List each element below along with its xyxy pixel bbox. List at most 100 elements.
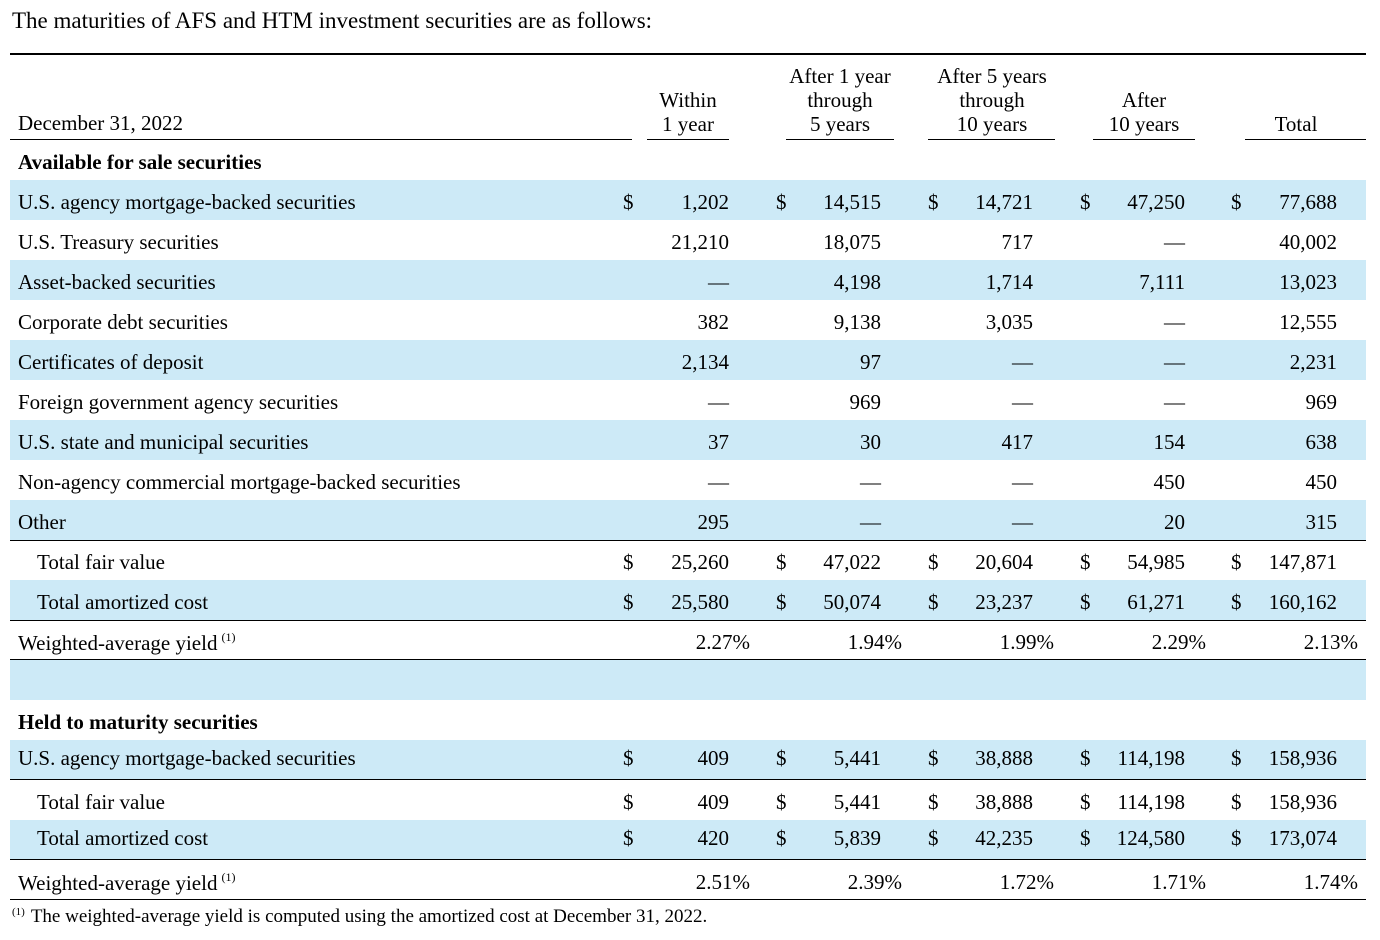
cell-value: 2.27% [695, 630, 750, 654]
row-band [10, 180, 1366, 220]
row-label-text: Other [18, 510, 66, 534]
dollar-sign: $ [1080, 590, 1091, 614]
cell-value: 114,198 [1117, 746, 1185, 770]
dollar-sign: $ [776, 550, 787, 574]
dollar-sign: $ [1080, 826, 1091, 850]
section-title: Held to maturity securities [18, 710, 258, 734]
dollar-sign: $ [623, 746, 634, 770]
column-header-line: through [959, 88, 1025, 112]
header-date: December 31, 2022 [18, 111, 184, 135]
row-band [10, 420, 1366, 460]
table-top-rule [10, 53, 1366, 55]
row-label: Total fair value [37, 550, 165, 575]
row-label-text: Foreign government agency securities [18, 390, 339, 414]
dollar-sign: $ [1231, 590, 1242, 614]
cell-value: 2,231 [1289, 350, 1337, 374]
cell-value: 409 [697, 746, 730, 770]
row-label: Asset-backed securities [18, 270, 216, 295]
dollar-sign: $ [623, 790, 634, 814]
row-label-text: Total fair value [37, 550, 165, 574]
column-header-underline [928, 139, 1055, 140]
dollar-sign: $ [776, 590, 787, 614]
dollar-sign: $ [928, 746, 939, 770]
row-band [10, 500, 1366, 540]
cell-value: — [708, 390, 729, 414]
dollar-sign: $ [1080, 790, 1091, 814]
cell-value: 25,580 [671, 590, 729, 614]
cell-value: 97 [860, 350, 881, 374]
row-label-text: Weighted-average yield [18, 871, 218, 895]
row-label-text: Weighted-average yield [18, 631, 218, 655]
cell-value: 1.94% [847, 630, 902, 654]
row-label: U.S. agency mortgage-backed securities [18, 190, 356, 215]
dollar-sign: $ [623, 826, 634, 850]
dollar-sign: $ [1231, 790, 1242, 814]
section-title: Available for sale securities [18, 150, 262, 174]
row-label-text: U.S. agency mortgage-backed securities [18, 746, 356, 770]
cell-value: — [1164, 230, 1185, 254]
cell-value: 2,134 [681, 350, 729, 374]
cell-value: 124,580 [1116, 826, 1185, 850]
row-label-text: Total fair value [37, 790, 165, 814]
row-label-text: Total amortized cost [37, 590, 209, 614]
cell-value: 37 [708, 430, 729, 454]
dollar-sign: $ [623, 590, 634, 614]
cell-value: 30 [860, 430, 881, 454]
row-band [10, 580, 1366, 620]
cell-value: 158,936 [1268, 790, 1337, 814]
cell-value: 969 [1305, 390, 1338, 414]
row-label: Corporate debt securities [18, 310, 228, 335]
cell-value: — [1012, 470, 1033, 494]
row-label-text: Non-agency commercial mortgage-backed se… [18, 470, 461, 494]
dollar-sign: $ [1080, 746, 1091, 770]
dollar-sign: $ [928, 190, 939, 214]
cell-value: 1,714 [985, 270, 1033, 294]
dollar-sign: $ [623, 550, 634, 574]
footnote-text: The weighted-average yield is computed u… [30, 906, 708, 927]
cell-value: 25,260 [671, 550, 729, 574]
cell-value: 295 [697, 510, 730, 534]
row-label: Weighted-average yield (1) [18, 870, 235, 896]
cell-value: 160,162 [1268, 590, 1337, 614]
cell-value: 40,002 [1279, 230, 1337, 254]
subtotal-rule [10, 859, 1366, 860]
cell-value: 1.74% [1303, 870, 1358, 894]
subtotal-rule [10, 620, 1366, 621]
footnote-ref: (1) [221, 630, 236, 644]
column-header-underline [1245, 139, 1366, 140]
footnote: (1) The weighted-average yield is compute… [12, 906, 707, 928]
cell-value: 42,235 [975, 826, 1033, 850]
dollar-sign: $ [776, 826, 787, 850]
cell-value: 420 [697, 826, 730, 850]
row-label: Certificates of deposit [18, 350, 203, 375]
dollar-sign: $ [928, 790, 939, 814]
column-header: Total [1206, 112, 1380, 136]
cell-value: 14,721 [975, 190, 1033, 214]
row-label: Foreign government agency securities [18, 390, 338, 415]
row-band [10, 820, 1366, 860]
row-label-text: Corporate debt securities [18, 310, 228, 334]
date-header-underline [10, 139, 632, 140]
cell-value: 77,688 [1279, 190, 1337, 214]
cell-value: 154 [1153, 430, 1186, 454]
cell-value: — [860, 510, 881, 534]
cell-value: 382 [697, 310, 730, 334]
cell-value: 5,441 [833, 746, 881, 770]
row-label-text: U.S. Treasury securities [18, 230, 219, 254]
cell-value: 47,022 [823, 550, 881, 574]
column-header-line: 10 years [956, 112, 1028, 136]
cell-value: — [1012, 510, 1033, 534]
cell-value: 61,271 [1127, 590, 1185, 614]
cell-value: 50,074 [823, 590, 881, 614]
row-label-text: Total amortized cost [37, 826, 209, 850]
cell-value: 114,198 [1117, 790, 1185, 814]
dollar-sign: $ [1080, 190, 1091, 214]
cell-value: 13,023 [1279, 270, 1337, 294]
dollar-sign: $ [1080, 550, 1091, 574]
table-bottom-rule [10, 899, 1366, 900]
dollar-sign: $ [1231, 826, 1242, 850]
column-header-line: Total [1274, 112, 1318, 136]
cell-value: — [860, 470, 881, 494]
cell-value: — [708, 470, 729, 494]
cell-value: 9,138 [833, 310, 881, 334]
